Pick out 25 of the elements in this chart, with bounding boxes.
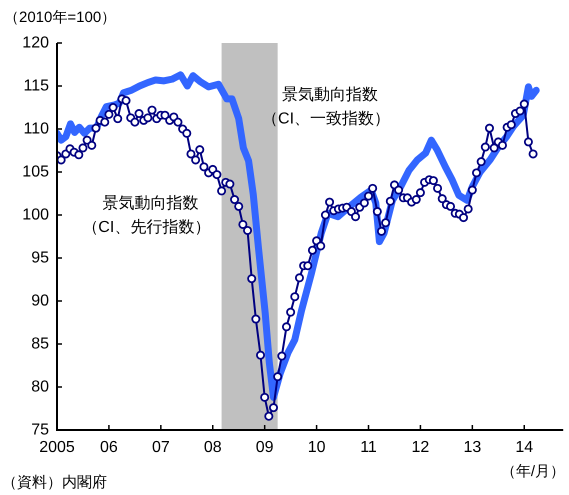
y-tick-label: 110 bbox=[23, 120, 50, 138]
y-tick-label: 85 bbox=[31, 335, 50, 352]
y-tick-label: 100 bbox=[22, 206, 50, 224]
x-axis-title: （年/月） bbox=[500, 463, 565, 480]
x-tick-label: 10 bbox=[308, 439, 326, 456]
y-axis-title: （2010年=100） bbox=[4, 9, 116, 26]
x-tick-label: 14 bbox=[515, 439, 534, 456]
y-tick-label: 80 bbox=[31, 378, 50, 396]
x-tick-label: 11 bbox=[360, 439, 377, 456]
x-tick-label: 07 bbox=[152, 439, 170, 456]
x-tick-label: 13 bbox=[463, 439, 482, 456]
series-label: 景気動向指数（CI、一致指数） bbox=[262, 86, 390, 128]
x-tick-label: 2005 bbox=[39, 439, 75, 456]
x-tick-label: 06 bbox=[100, 439, 118, 456]
x-tick-label: 12 bbox=[412, 439, 430, 456]
x-tick-label: 09 bbox=[256, 439, 274, 456]
y-tick-label: 105 bbox=[22, 163, 50, 180]
x-tick-label: 08 bbox=[204, 439, 222, 456]
text: （資料）内閣府 bbox=[2, 474, 107, 491]
y-tick-label: 95 bbox=[31, 249, 50, 266]
y-tick-label: 75 bbox=[31, 421, 50, 438]
series-label: 景気動向指数（CI、先行指数） bbox=[82, 194, 210, 236]
y-tick-label: 115 bbox=[23, 77, 50, 94]
y-tick-label: 90 bbox=[31, 292, 50, 310]
y-tick-label: 120 bbox=[22, 34, 50, 52]
